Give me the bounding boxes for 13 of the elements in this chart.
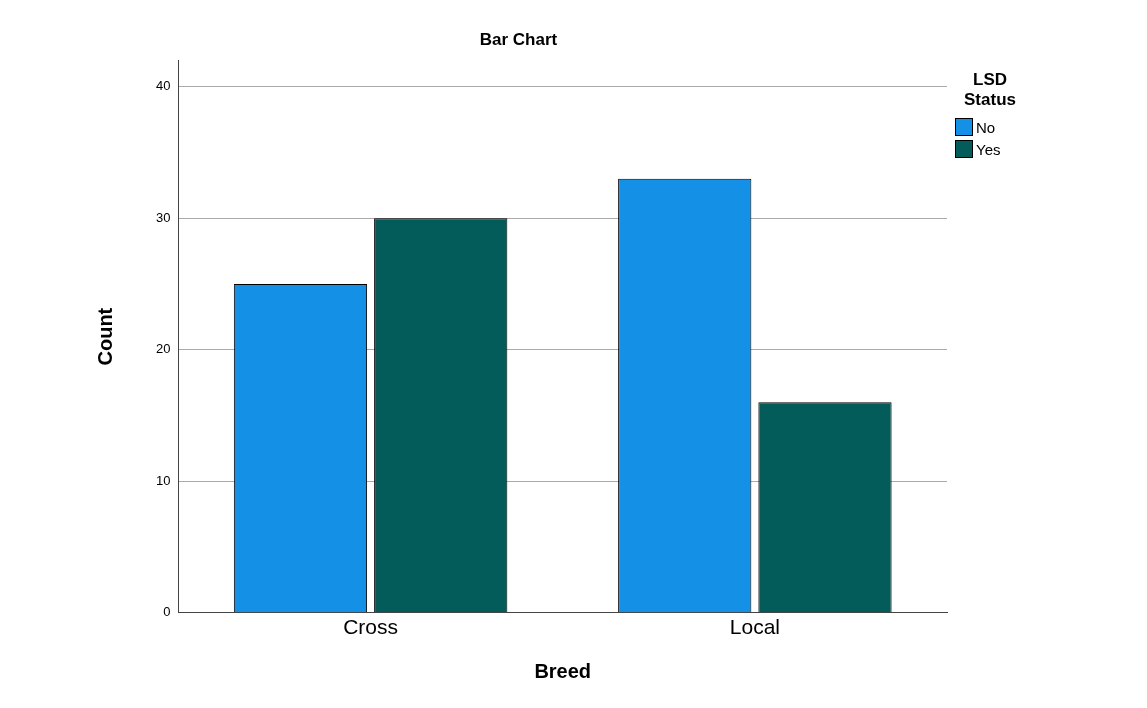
y-tick-label: 20 xyxy=(155,341,171,357)
legend-label: No xyxy=(976,118,996,136)
y-tick-label: 30 xyxy=(155,209,171,225)
legend-label: Yes xyxy=(976,140,1001,158)
chart-title: Bar Chart xyxy=(479,29,558,49)
y-tick-label: 10 xyxy=(155,472,171,488)
y-tick-label: 40 xyxy=(155,78,171,94)
x-axis-title: Breed xyxy=(534,659,592,682)
x-tick-label: Local xyxy=(729,615,780,639)
x-tick-label: Cross xyxy=(343,615,399,639)
y-axis-title: Count xyxy=(93,307,116,366)
legend-title: LSD Status xyxy=(963,70,1017,110)
y-tick-label: 0 xyxy=(163,604,171,620)
